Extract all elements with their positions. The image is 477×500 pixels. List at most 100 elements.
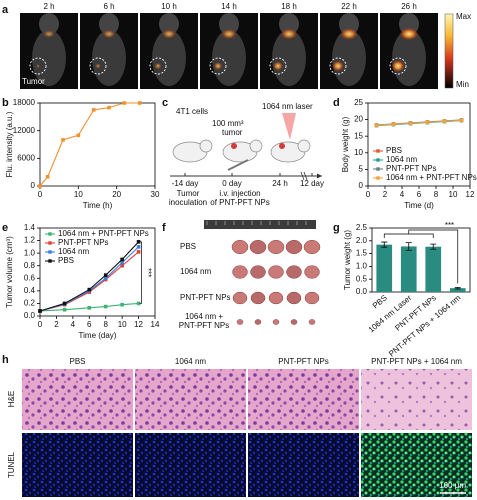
he-image — [135, 369, 246, 430]
time-label: 10 h — [161, 2, 177, 11]
tumor-size: 100 mm³ — [212, 119, 244, 128]
timeline-label: -14 day — [172, 179, 199, 188]
tumor-signal — [95, 63, 101, 69]
cells-label: 4T1 cells — [176, 107, 208, 116]
mouse-head — [219, 13, 239, 35]
bar — [449, 288, 466, 292]
x-tick-label: PBS — [371, 293, 389, 310]
row-label: PNT-PFT NPs — [179, 321, 230, 330]
plot-frame — [39, 227, 156, 317]
legend-marker — [376, 167, 380, 171]
tumor-photo — [268, 291, 284, 305]
step-label: Tumor — [177, 189, 200, 198]
data-point — [120, 257, 124, 262]
series-line — [39, 241, 139, 312]
tumor-circle — [389, 57, 407, 75]
tumor-photo — [286, 291, 302, 305]
x-tick-label: 14 — [151, 320, 160, 329]
error-bar — [454, 286, 461, 290]
x-axis-label: Time (h) — [83, 201, 113, 210]
data-point — [62, 301, 67, 306]
data-point — [136, 245, 141, 249]
mouse-head — [199, 139, 213, 153]
y-tick-label: 0.6 — [24, 273, 36, 282]
x-tick-label: 8 — [103, 320, 108, 329]
signal — [399, 27, 419, 41]
data-point — [76, 133, 81, 138]
y-axis-label: Flu. intensity (a.u.) — [5, 111, 14, 177]
panel-letter: g — [333, 222, 340, 234]
tumor-circle — [209, 57, 227, 75]
mouse-body — [212, 30, 246, 86]
y-axis-label: Body weight (g) — [341, 116, 350, 172]
y-tick-label: 12000 — [13, 126, 36, 135]
he-image — [361, 369, 472, 430]
tumor-photo — [285, 239, 303, 255]
scale-bar-label: 100 μm — [439, 481, 466, 490]
x-tick-label: 10 — [74, 190, 83, 199]
row-label: TUNEL — [7, 451, 16, 478]
legend-label: 1064 nm — [58, 247, 89, 256]
mouse-head — [39, 13, 59, 35]
tumor-photo — [272, 319, 280, 325]
mouse-head — [297, 139, 311, 153]
data-point — [120, 263, 124, 268]
series-line — [39, 102, 140, 187]
data-point — [425, 120, 430, 125]
tumor-circle — [29, 57, 47, 75]
bar — [425, 246, 442, 292]
tumor-photo — [268, 265, 284, 279]
row-label: 1064 nm — [180, 267, 211, 276]
y-axis-label: Tumor weight (g) — [343, 230, 352, 291]
tumor-circle — [149, 57, 167, 75]
signal — [43, 30, 55, 38]
column-label: PNT-PFT NPs — [278, 357, 329, 366]
tumor-signal — [272, 61, 284, 71]
legend-marker — [376, 176, 380, 180]
tumor-signal — [332, 60, 344, 72]
panel-letter: a — [2, 4, 9, 16]
panel-letter: b — [2, 97, 9, 109]
x-tick-label: 6 — [87, 320, 92, 329]
y-tick-label: 0.2 — [24, 299, 36, 308]
tumor-signal — [213, 61, 223, 71]
tumor-signal — [154, 62, 162, 70]
step-label: i.v. injection — [219, 189, 260, 198]
ruler — [204, 220, 316, 229]
data-point — [103, 273, 108, 277]
tumor-photo — [304, 265, 320, 279]
tumor-photo — [286, 265, 302, 279]
time-label: 2 h — [43, 2, 54, 11]
y-tick-label: 1.0 — [356, 262, 368, 271]
x-tick-label: 2 — [383, 190, 388, 199]
timeline-break — [300, 171, 308, 181]
mouse-body — [32, 30, 66, 86]
y-tick-label: 18000 — [13, 98, 36, 107]
legend-label: PBS — [386, 146, 402, 155]
signal — [161, 29, 177, 39]
x-tick-label: 0 — [38, 190, 43, 199]
he-image — [248, 369, 359, 430]
data-point — [120, 260, 124, 265]
tumor-circle — [329, 57, 347, 75]
series-line — [39, 302, 139, 312]
y-tick-label: 1.4 — [24, 223, 36, 232]
x-tick-label: 2 — [54, 320, 59, 329]
tumor-photo — [290, 319, 298, 325]
colorbar-max: Max — [456, 12, 471, 21]
mouse-body — [392, 30, 426, 86]
data-point — [62, 307, 67, 312]
x-tick-label: 4 — [71, 320, 76, 329]
signal — [340, 28, 358, 40]
tumor — [231, 143, 237, 149]
series-line — [376, 119, 462, 126]
y-tick-label: 0 — [359, 181, 364, 190]
data-point — [87, 287, 92, 292]
y-tick-label: 0.4 — [24, 286, 36, 295]
significance-label: *** — [143, 268, 152, 277]
tumor-photo — [308, 319, 316, 325]
panel-letter: h — [2, 354, 9, 366]
y-tick-label: 0.8 — [24, 261, 36, 270]
error-bar — [430, 243, 437, 250]
mouse-body — [152, 30, 186, 86]
